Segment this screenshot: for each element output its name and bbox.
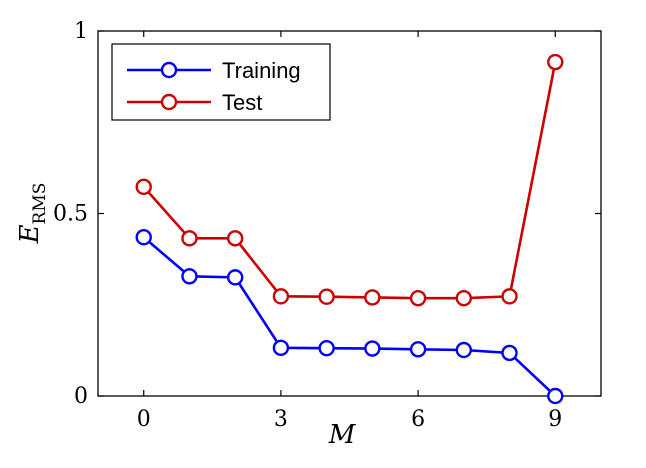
x-axis-title: M <box>328 420 357 450</box>
y-tick-label: 0.5 <box>53 202 88 227</box>
legend-item-training: Training <box>127 58 301 83</box>
x-tick-label: 3 <box>274 407 288 432</box>
test-point <box>181 230 198 247</box>
training-line <box>142 236 557 397</box>
training-point <box>409 341 427 358</box>
test-point <box>272 288 290 305</box>
y-axis-title: ERMS <box>15 183 50 245</box>
training-point <box>318 339 335 357</box>
training-point <box>547 387 564 405</box>
training-point <box>501 344 518 362</box>
legend-box <box>111 43 331 121</box>
training-point <box>272 339 290 357</box>
y-tick-label: 0 <box>74 384 88 409</box>
test-point <box>135 178 152 196</box>
x-tick-label: 0 <box>137 407 151 432</box>
training-point <box>135 229 152 246</box>
y-axis-title-main: E <box>15 224 45 244</box>
svg-text:ERMS: ERMS <box>15 183 50 245</box>
training-point <box>455 341 473 359</box>
legend-marker-test <box>160 93 178 111</box>
ticks <box>98 30 601 397</box>
legend-item-test: Test <box>127 90 262 115</box>
legend-label-training: Training <box>222 58 301 83</box>
test-point <box>455 289 473 307</box>
legend: Training Test <box>111 43 331 121</box>
test-point <box>226 230 244 247</box>
test-point <box>501 288 518 305</box>
test-point <box>318 288 335 305</box>
series-training <box>135 229 564 405</box>
legend-label-test: Test <box>222 90 262 115</box>
legend-marker-training <box>160 61 178 79</box>
training-point <box>226 269 244 286</box>
series-test <box>135 53 564 307</box>
test-point <box>364 289 381 306</box>
y-tick-label: 1 <box>74 19 88 44</box>
test-point <box>547 53 564 71</box>
training-point <box>181 268 198 285</box>
legend-items: Training Test <box>127 58 301 115</box>
y-axis-title-subscript: RMS <box>30 183 50 225</box>
x-tick-label: 6 <box>411 407 425 432</box>
x-tick-label: 9 <box>548 407 562 432</box>
tick-labels: 0 3 6 9 0 0.5 1 <box>53 19 562 432</box>
test-line <box>142 61 557 300</box>
training-point <box>364 340 381 357</box>
test-point <box>409 289 427 307</box>
series-layer <box>135 53 564 405</box>
